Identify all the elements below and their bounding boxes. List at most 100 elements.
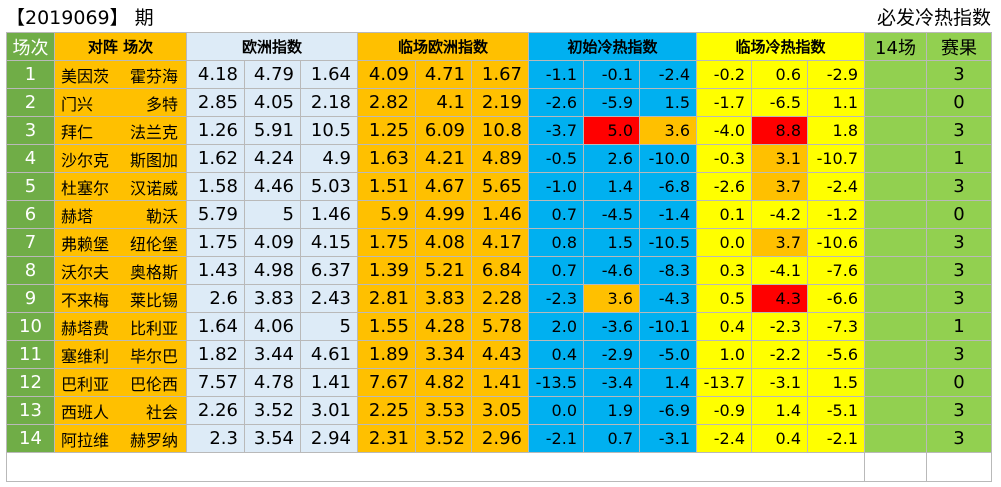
live-hot-cell: -1.2 [807,200,865,229]
result-cell: 3 [926,340,992,369]
result-cell: 3 [926,424,992,453]
match-number: 10 [6,312,55,341]
away-team: 霍芬海 [129,66,178,86]
match-number: 11 [6,340,55,369]
live-hot-cell: 0.4 [696,312,752,341]
euro-cell: 4.06 [244,312,301,341]
fourteen-cell [864,424,927,453]
home-team: 阿拉维 [61,430,110,450]
live-euro-cell: 2.28 [471,284,529,313]
match-number: 2 [6,88,55,117]
live-euro-cell: 4.71 [415,60,472,89]
live-euro-cell: 6.84 [471,256,529,285]
away-team: 巴伦西 [129,374,178,394]
live-hot-cell: 0.0 [696,228,752,257]
euro-cell: 4.15 [300,228,358,257]
live-euro-cell: 1.55 [357,312,416,341]
euro-cell: 1.58 [186,172,245,201]
result-cell: 0 [926,368,992,397]
col-header-initial-hot: 初始冷热指数 [528,32,697,61]
live-hot-cell: -4.0 [696,116,752,145]
table-row: 14 阿拉维 赫罗纳 2.3 3.54 2.94 2.31 3.52 2.96 -2.1 0.7 -3… [6,424,992,453]
result-cell: 1 [926,144,992,173]
home-team: 赫塔 [61,206,94,226]
empty-cell [864,452,927,482]
live-euro-cell: 6.09 [415,116,472,145]
table-row: 12 巴利亚 巴伦西 7.57 4.78 1.41 7.67 4.82 1.41 -13.5 -3.… [6,368,992,397]
matchup-cell: 沙尔克 斯图加 [54,144,187,173]
initial-hot-cell: 1.5 [583,228,640,257]
live-hot-cell: 0.4 [751,424,808,453]
initial-hot-cell: -4.6 [583,256,640,285]
match-number: 5 [6,172,55,201]
live-euro-cell: 2.31 [357,424,416,453]
table-row: 10 赫塔费 比利亚 1.64 4.06 5 1.55 4.28 5.78 2.0 -3.6 -10.… [6,312,992,341]
initial-hot-cell: -5.0 [639,340,697,369]
initial-hot-cell: -13.5 [528,368,584,397]
initial-hot-cell: 0.4 [528,340,584,369]
live-euro-cell: 5.9 [357,200,416,229]
table-row: 5 杜塞尔 汉诺威 1.58 4.46 5.03 1.51 4.67 5.65 -1.0 1.4 -6… [6,172,992,201]
live-euro-cell: 2.25 [357,396,416,425]
live-hot-cell: 1.5 [807,368,865,397]
away-team: 赫罗纳 [129,430,178,450]
initial-hot-cell: -1.4 [639,200,697,229]
fourteen-cell [864,312,927,341]
live-hot-cell: 0.5 [696,284,752,313]
initial-hot-cell: -2.3 [528,284,584,313]
initial-hot-cell: -2.9 [583,340,640,369]
euro-cell: 5 [244,200,301,229]
live-hot-cell: 1.1 [807,88,865,117]
live-hot-cell: -5.6 [807,340,865,369]
euro-cell: 1.41 [300,368,358,397]
live-euro-cell: 4.21 [415,144,472,173]
live-euro-cell: 10.8 [471,116,529,145]
live-euro-cell: 7.67 [357,368,416,397]
live-euro-cell: 2.96 [471,424,529,453]
euro-cell: 2.85 [186,88,245,117]
live-euro-cell: 4.43 [471,340,529,369]
euro-cell: 5.91 [244,116,301,145]
initial-hot-cell: -6.8 [639,172,697,201]
live-hot-cell: -2.2 [751,340,808,369]
euro-cell: 4.79 [244,60,301,89]
live-euro-cell: 5.65 [471,172,529,201]
live-hot-cell: -6.6 [807,284,865,313]
live-euro-cell: 4.99 [415,200,472,229]
live-hot-cell: -13.7 [696,368,752,397]
euro-cell: 7.57 [186,368,245,397]
away-team: 多特 [145,94,178,114]
table-row: 8 沃尔夫 奥格斯 1.43 4.98 6.37 1.39 5.21 6.84 0.7 -4.6 -8… [6,256,992,285]
live-hot-cell: 3.1 [751,144,808,173]
initial-hot-cell: 1.5 [639,88,697,117]
initial-hot-cell: 0.7 [583,424,640,453]
live-hot-cell: -5.1 [807,396,865,425]
live-hot-cell: -0.3 [696,144,752,173]
matchup-cell: 杜塞尔 汉诺威 [54,172,187,201]
initial-hot-cell: -3.7 [528,116,584,145]
initial-hot-cell: 1.4 [583,172,640,201]
matchup-cell: 不来梅 莱比锡 [54,284,187,313]
match-number: 13 [6,396,55,425]
table-row: 7 弗赖堡 纽伦堡 1.75 4.09 4.15 1.75 4.08 4.17 0.8 1.5 -10… [6,228,992,257]
live-hot-cell: 0.6 [751,60,808,89]
euro-cell: 1.75 [186,228,245,257]
empty-row [6,452,992,482]
live-euro-cell: 1.41 [471,368,529,397]
match-number: 7 [6,228,55,257]
live-euro-cell: 1.63 [357,144,416,173]
euro-cell: 1.64 [186,312,245,341]
euro-cell: 1.43 [186,256,245,285]
live-hot-cell: -2.6 [696,172,752,201]
euro-cell: 5 [300,312,358,341]
euro-cell: 4.18 [186,60,245,89]
matchup-cell: 阿拉维 赫罗纳 [54,424,187,453]
fourteen-cell [864,368,927,397]
result-cell: 0 [926,200,992,229]
away-team: 比利亚 [129,318,178,338]
home-team: 杜塞尔 [61,178,110,198]
initial-hot-cell: -10.1 [639,312,697,341]
initial-hot-cell: -1.1 [528,60,584,89]
initial-hot-cell: 0.7 [528,256,584,285]
away-team: 毕尔巴 [129,346,178,366]
